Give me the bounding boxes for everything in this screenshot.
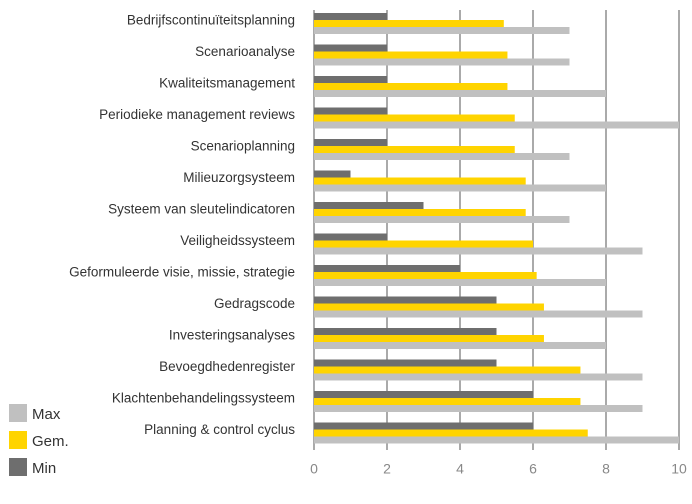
category-label: Systeem van sleutelindicatoren [108, 202, 295, 217]
bar [314, 366, 581, 374]
bar [314, 177, 526, 185]
category-label: Kwaliteitsmanagement [159, 76, 295, 91]
bar [314, 170, 351, 178]
bar [314, 429, 588, 437]
bar [314, 436, 679, 444]
x-tick-label: 6 [529, 461, 537, 477]
bar [314, 153, 570, 160]
bar [314, 58, 570, 66]
legend-swatch [9, 458, 27, 476]
bar [314, 51, 508, 59]
category-label: Investeringsanalyses [169, 328, 295, 343]
bar [314, 216, 570, 223]
x-tick-label: 10 [671, 461, 687, 477]
bar [314, 422, 533, 430]
category-label: Gedragscode [214, 296, 295, 311]
bar [314, 107, 387, 115]
bar [314, 233, 387, 241]
legend-swatch [9, 404, 27, 422]
category-label: Veiligheidssysteem [180, 233, 295, 248]
bar [314, 272, 537, 279]
bar [314, 247, 643, 255]
bar [314, 359, 497, 367]
legend-swatch [9, 431, 27, 449]
category-label: Planning & control cyclus [144, 422, 295, 437]
bar [314, 310, 643, 318]
bar [314, 13, 387, 20]
bar [314, 240, 533, 248]
legend-label: Max [32, 406, 61, 423]
bar [314, 184, 606, 192]
bar [314, 265, 460, 272]
bar [314, 121, 679, 129]
bar [314, 209, 526, 216]
bar [314, 373, 643, 381]
category-label: Bevoegdhedenregister [159, 359, 295, 374]
category-label: Periodieke management reviews [99, 107, 295, 122]
x-tick-label: 8 [602, 461, 610, 477]
legend-label: Gem. [32, 433, 69, 450]
x-tick-label: 4 [456, 461, 464, 477]
category-label: Geformuleerde visie, missie, strategie [69, 265, 295, 280]
bar [314, 83, 508, 90]
category-label: Milieuzorgsysteem [183, 170, 295, 185]
bar [314, 328, 497, 335]
bar [314, 146, 515, 153]
legend-label: Min [32, 460, 56, 477]
bar [314, 114, 515, 122]
bar [314, 342, 606, 349]
bar [314, 202, 424, 209]
bar [314, 76, 387, 83]
x-tick-label: 0 [310, 461, 318, 477]
category-label: Bedrijfscontinuïteitsplanning [127, 13, 295, 28]
x-tick-label: 2 [383, 461, 391, 477]
category-label: Scenarioplanning [191, 139, 295, 154]
bar [314, 391, 533, 398]
category-label: Scenarioanalyse [195, 44, 295, 59]
category-label: Klachtenbehandelingssysteem [112, 391, 295, 406]
bar [314, 20, 504, 27]
bar [314, 335, 544, 342]
bar [314, 139, 387, 146]
bar [314, 405, 643, 412]
bar [314, 279, 606, 286]
bar [314, 27, 570, 34]
bar [314, 398, 581, 405]
bar [314, 303, 544, 311]
bar [314, 296, 497, 304]
bar [314, 90, 606, 97]
bar [314, 44, 387, 52]
